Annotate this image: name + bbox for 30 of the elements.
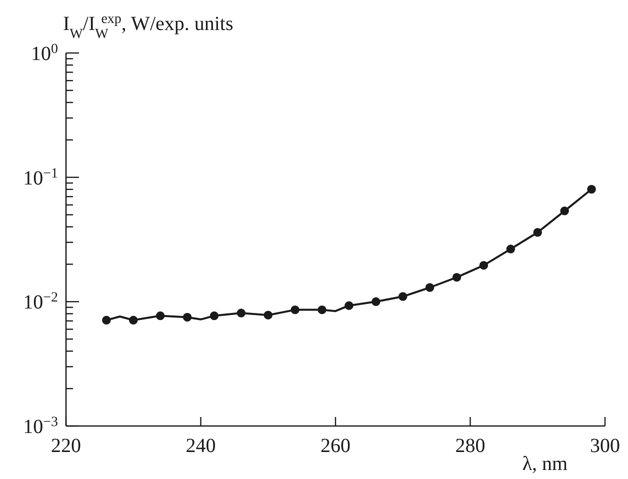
point: [452, 272, 462, 282]
point: [182, 312, 192, 322]
y-axis-title: I$_{W}$/I$_{W}$$^{exp}$, W/exp. units: [63, 12, 234, 42]
x-tick-label: 240: [186, 435, 216, 457]
point: [290, 305, 300, 314]
point: [129, 316, 138, 325]
point: [587, 184, 596, 194]
point: [533, 228, 542, 237]
point: [264, 310, 272, 320]
point: [560, 206, 569, 216]
x-tick-label: 300: [590, 435, 620, 457]
point: [372, 297, 380, 306]
x-tick-label: 260: [320, 435, 350, 457]
point: [344, 301, 354, 310]
point: [398, 292, 408, 301]
x-tick-label: 220: [51, 435, 81, 457]
point: [156, 311, 165, 320]
x-axis-title: λ, nm: [522, 453, 568, 475]
x-tick-label: 280: [455, 435, 486, 457]
point: [479, 260, 488, 270]
y-tick-label: 10$^{0}$: [31, 42, 58, 65]
point: [210, 311, 219, 320]
point: [236, 308, 246, 318]
y-tick-label: 10$^{−3}$: [23, 414, 58, 438]
y-tick-label: 10$^{−1}$: [23, 166, 58, 190]
point: [425, 283, 434, 292]
y-tick-label: 10$^{−2}$: [23, 290, 58, 314]
point: [102, 316, 111, 325]
point: [318, 305, 326, 314]
point: [506, 244, 516, 254]
